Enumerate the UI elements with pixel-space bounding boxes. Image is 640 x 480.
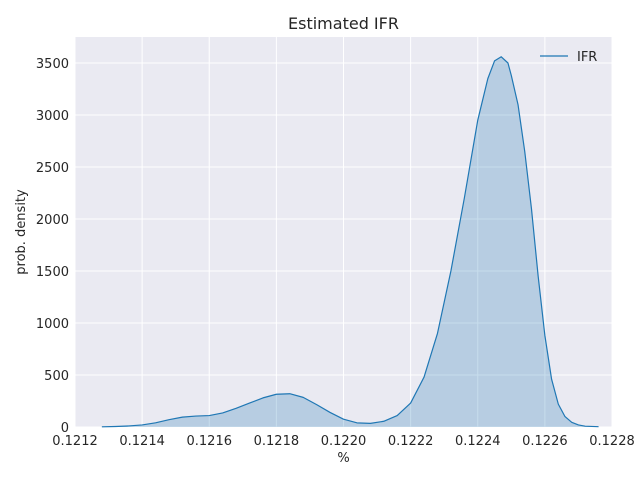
x-tick-label: 0.1218 [254, 434, 300, 449]
y-tick-label: 1000 [36, 317, 69, 332]
legend-label-ifr: IFR [577, 50, 597, 65]
density-fill [101, 56, 599, 427]
grid [74, 37, 613, 428]
y-axis-label: prob. density [14, 189, 29, 275]
legend: IFR [540, 50, 597, 65]
x-tick-label: 0.1212 [52, 434, 98, 449]
x-tick-label: 0.1226 [522, 434, 568, 449]
x-tick-label: 0.1214 [119, 434, 165, 449]
y-tick-label: 0 [61, 421, 69, 436]
chart-title: Estimated IFR [288, 14, 399, 33]
y-tick-label: 3000 [36, 109, 69, 124]
y-tick-label: 2000 [36, 213, 69, 228]
x-axis-label: % [337, 451, 349, 466]
x-tick-label: 0.1228 [589, 434, 635, 449]
density-line [101, 56, 599, 428]
y-tick-label: 3500 [36, 57, 69, 72]
x-tick-label: 0.1220 [321, 434, 367, 449]
y-tick-label: 1500 [36, 265, 69, 280]
x-tick-label: 0.1216 [187, 434, 233, 449]
y-tick-label: 2500 [36, 161, 69, 176]
y-tick-label: 500 [44, 369, 69, 384]
tick-labels: 0.1212 0.1214 0.1216 0.1218 0.1220 0.1222 0.12… [36, 57, 635, 449]
x-tick-label: 0.1224 [455, 434, 501, 449]
density-area-layer [101, 56, 599, 428]
x-tick-label: 0.1222 [388, 434, 434, 449]
